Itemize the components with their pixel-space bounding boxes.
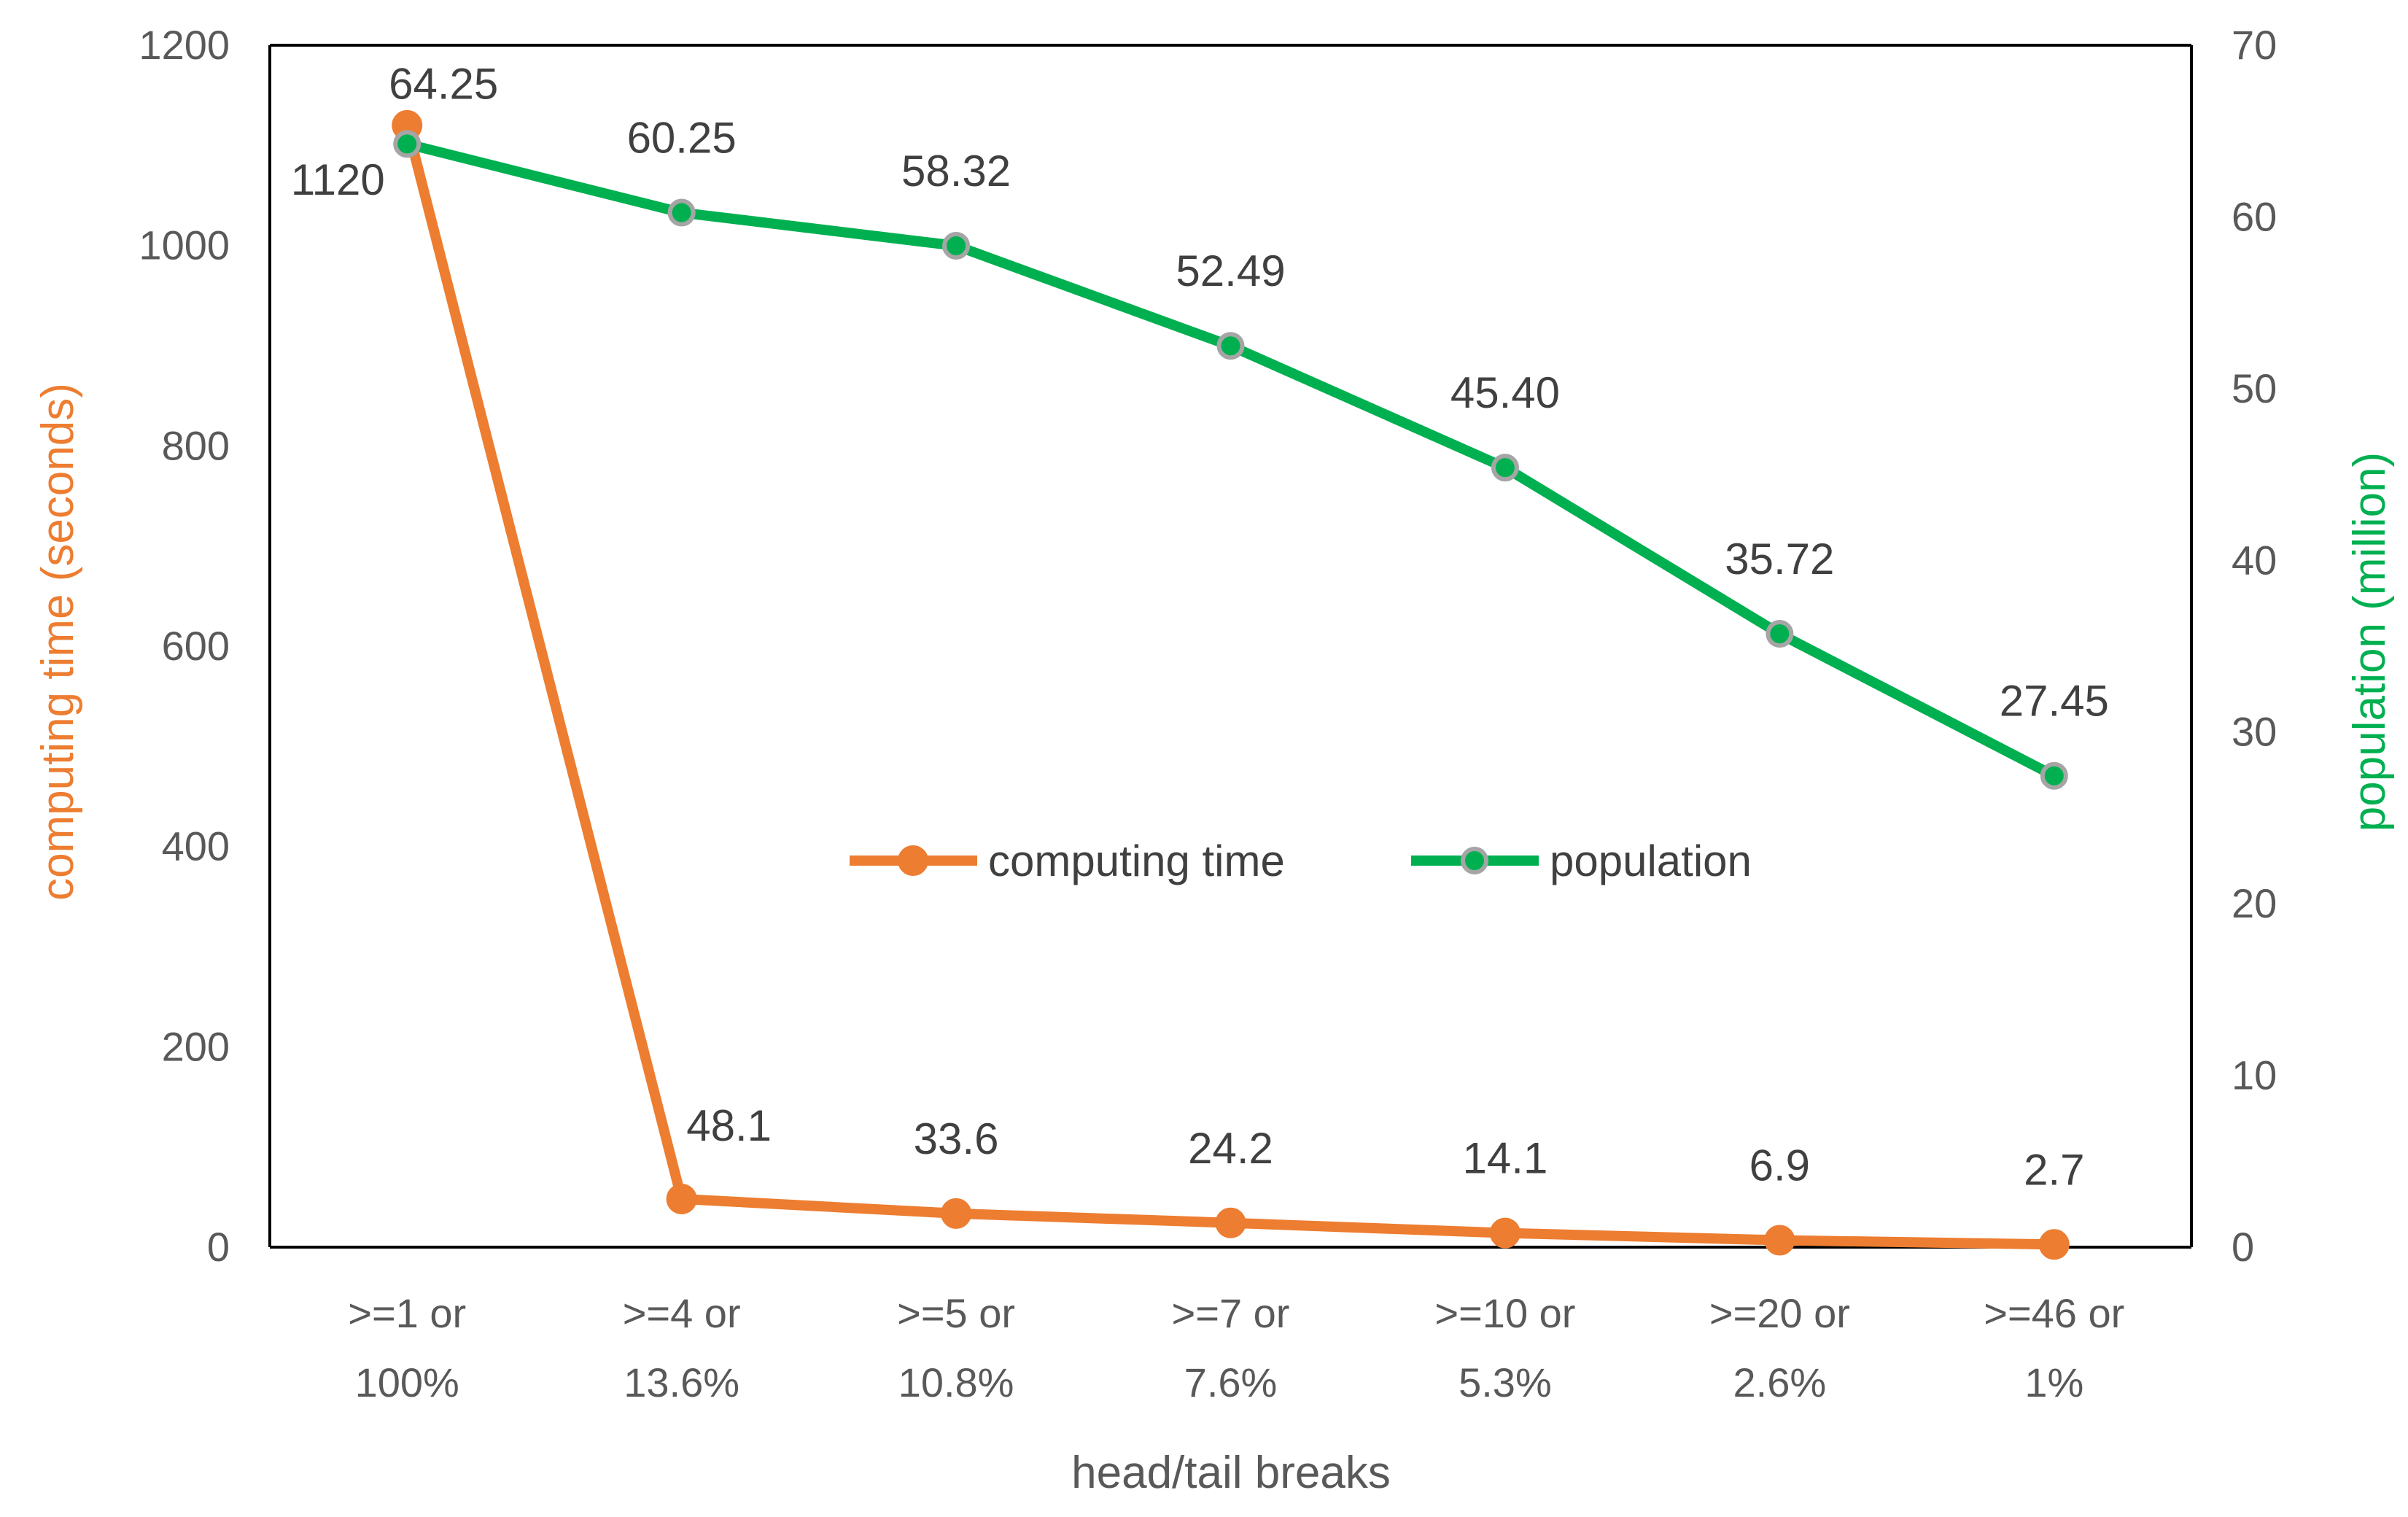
population-point — [942, 231, 971, 260]
right-tick-label: 50 — [2232, 365, 2277, 411]
legend-population-swatch-marker — [1461, 847, 1488, 874]
population-point — [1216, 332, 1245, 360]
population-data-label: 64.25 — [389, 59, 498, 108]
right-tick-label: 10 — [2232, 1052, 2277, 1098]
x-tick-label: >=4 or 13.6% — [623, 1290, 741, 1405]
right-tick-label: 0 — [2232, 1224, 2254, 1270]
computing-time-point — [1489, 1217, 1520, 1249]
computing-time-data-label: 48.1 — [686, 1101, 772, 1150]
x-tick-label: >=46 or 1% — [1984, 1290, 2124, 1405]
data-labels: 1120 48.1 33.6 24.2 14.1 6.9 2.7 64.25 60.25 58.3… — [291, 59, 2109, 1194]
right-tick-label: 40 — [2232, 537, 2277, 583]
right-tick-label: 70 — [2232, 22, 2277, 68]
population-data-label: 35.72 — [1725, 535, 1834, 583]
population-point — [1766, 620, 1794, 648]
computing-time-point — [666, 1183, 697, 1214]
legend-computing-time-label: computing time — [988, 837, 1285, 885]
left-tick-label: 600 — [162, 623, 230, 669]
computing-time-point — [1764, 1225, 1795, 1256]
right-axis-title: population (million) — [2345, 452, 2395, 831]
computing-time-data-label: 6.9 — [1749, 1141, 1810, 1190]
x-tick-label: >=5 or 10.8% — [897, 1290, 1015, 1405]
right-axis-ticks: 0 10 20 30 40 50 60 70 — [2232, 22, 2277, 1270]
left-tick-label: 0 — [207, 1224, 230, 1270]
left-tick-label: 1000 — [139, 222, 230, 268]
computing-time-data-label: 2.7 — [2024, 1145, 2084, 1194]
population-data-label: 58.32 — [901, 147, 1011, 195]
computing-time-point — [941, 1198, 972, 1229]
computing-time-point — [1215, 1207, 1246, 1238]
right-tick-label: 30 — [2232, 709, 2277, 755]
left-tick-label: 200 — [162, 1023, 230, 1069]
right-tick-label: 20 — [2232, 880, 2277, 926]
population-data-label: 27.45 — [2000, 677, 2109, 726]
population-point — [667, 198, 696, 227]
left-tick-label: 1200 — [139, 22, 230, 68]
x-tick-label: >=7 or 7.6% — [1172, 1290, 1290, 1405]
axes — [268, 44, 2193, 1249]
x-tick-label: >=20 or 2.6% — [1709, 1290, 1850, 1405]
x-tick-label: >=1 or 100% — [348, 1290, 466, 1405]
x-axis-ticks: >=1 or 100% >=4 or 13.6% >=5 or 10.8% >=7 or 7.… — [348, 1290, 2124, 1405]
legend: computing time population — [850, 837, 1752, 885]
population-point — [2040, 761, 2068, 790]
population-line — [405, 139, 2057, 780]
computing-time-data-label: 24.2 — [1188, 1124, 1273, 1173]
population-point — [393, 130, 422, 158]
population-data-label: 45.40 — [1450, 368, 1560, 417]
computing-time-data-label: 1120 — [291, 155, 385, 204]
series — [392, 109, 2070, 1260]
population-data-label: 52.49 — [1176, 247, 1285, 295]
left-tick-label: 400 — [162, 823, 230, 869]
population-point — [1491, 454, 1519, 482]
right-tick-label: 60 — [2232, 193, 2277, 239]
population-data-label: 60.25 — [627, 114, 737, 163]
computing-time-point — [2038, 1229, 2070, 1260]
left-axis-ticks: 0 200 400 600 800 1000 1200 — [139, 22, 230, 1270]
left-tick-label: 800 — [162, 422, 230, 468]
legend-computing-time-swatch-marker — [898, 845, 928, 876]
computing-time-data-label: 33.6 — [914, 1114, 999, 1163]
legend-population-label: population — [1550, 837, 1752, 885]
computing-time-data-label: 14.1 — [1463, 1134, 1548, 1183]
left-axis-title: computing time (seconds) — [33, 383, 83, 901]
x-axis-title: head/tail breaks — [1071, 1448, 1391, 1498]
x-tick-label: >=10 or 5.3% — [1434, 1290, 1575, 1405]
